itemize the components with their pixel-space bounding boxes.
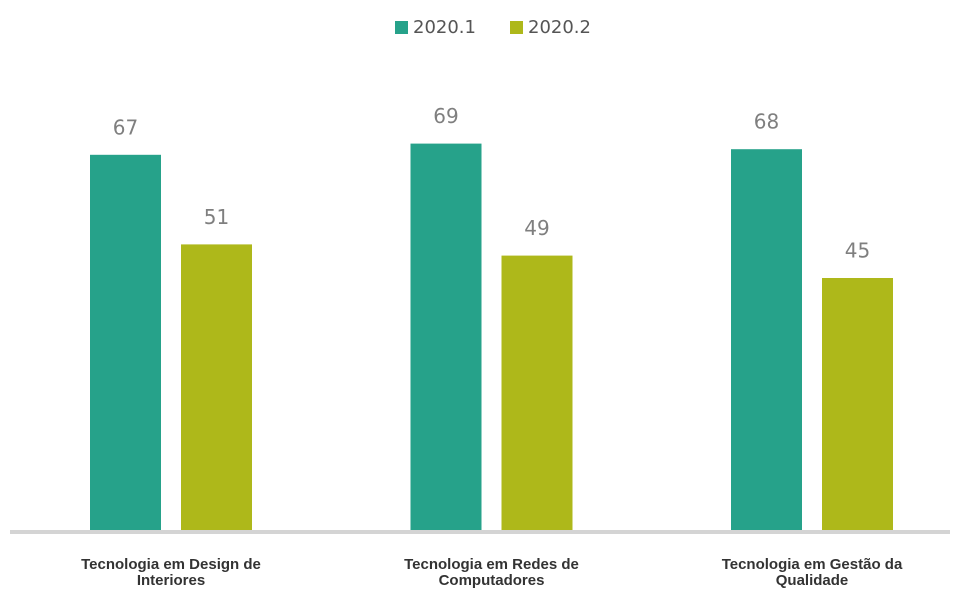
- bar: [410, 143, 482, 530]
- category-label: Tecnologia em Gestão da Qualidade: [721, 556, 903, 589]
- value-label: 45: [845, 239, 870, 263]
- category-label: Tecnologia em Design de Interiores: [81, 556, 261, 589]
- bar: [822, 278, 893, 530]
- category-label: Tecnologia em Redes de Computadores: [404, 556, 579, 589]
- value-label: 68: [754, 110, 779, 134]
- value-label: 69: [433, 104, 458, 128]
- value-label: 67: [113, 115, 138, 139]
- bar: [181, 244, 252, 530]
- value-label: 49: [524, 216, 549, 240]
- legend-swatch: [510, 21, 523, 34]
- value-label: 51: [204, 205, 229, 229]
- legend-label: 2020.2: [528, 17, 591, 38]
- bar: [501, 255, 573, 530]
- bar: [90, 154, 161, 531]
- legend-swatch: [395, 21, 408, 34]
- legend-label: 2020.1: [413, 17, 476, 38]
- bar: [731, 149, 802, 530]
